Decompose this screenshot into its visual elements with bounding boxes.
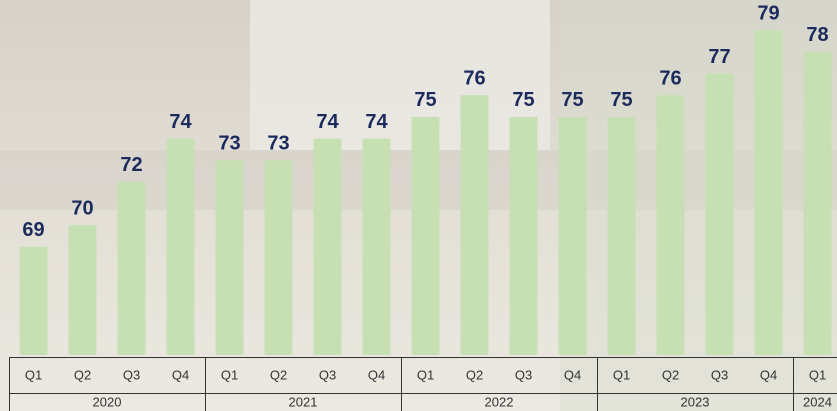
bar [803,51,832,355]
bar [460,95,489,356]
bar [117,181,146,355]
group-label: 2024 [803,394,832,409]
value-label: 77 [708,46,730,68]
value-label: 74 [316,111,339,133]
x-tick-label: Q3 [123,367,140,382]
group-label: 2020 [93,394,122,409]
value-label: 75 [610,89,632,111]
bar [411,116,440,355]
bar [558,116,587,355]
x-tick-label: Q3 [319,367,336,382]
bar [362,138,391,355]
x-tick-label: Q1 [221,367,238,382]
x-tick-label: Q2 [74,367,91,382]
group-label: 2021 [289,394,318,409]
value-label: 70 [71,197,93,219]
x-tick-label: Q3 [711,367,728,382]
bar [264,160,293,355]
value-label: 73 [267,132,289,154]
background-building [250,0,550,150]
value-label: 79 [757,3,779,25]
bar [607,116,636,355]
value-label: 74 [365,111,388,133]
bar [705,73,734,355]
background-trees [560,0,837,411]
value-label: 78 [806,24,828,46]
bar [509,116,538,355]
bar [166,138,195,355]
group-label: 2022 [485,394,514,409]
value-label: 74 [169,111,192,133]
value-label: 72 [120,154,142,176]
group-label: 2023 [681,394,710,409]
bar [754,30,783,356]
bar [68,225,97,355]
x-tick-label: Q1 [613,367,630,382]
value-label: 73 [218,132,240,154]
x-tick-label: Q2 [662,367,679,382]
x-tick-label: Q4 [760,367,777,382]
value-label: 75 [561,89,583,111]
x-tick-label: Q2 [270,367,287,382]
value-label: 75 [512,89,534,111]
bar [656,95,685,356]
x-tick-label: Q1 [809,367,826,382]
bar [215,160,244,355]
x-tick-label: Q2 [466,367,483,382]
x-tick-label: Q3 [515,367,532,382]
value-label: 76 [659,68,681,90]
x-tick-label: Q1 [417,367,434,382]
x-tick-label: Q4 [172,367,189,382]
value-label: 69 [22,219,44,241]
x-tick-label: Q4 [564,367,581,382]
x-tick-label: Q1 [25,367,42,382]
x-tick-label: Q4 [368,367,385,382]
value-label: 75 [414,89,436,111]
value-label: 76 [463,68,485,90]
bar [313,138,342,355]
bar [19,246,48,355]
